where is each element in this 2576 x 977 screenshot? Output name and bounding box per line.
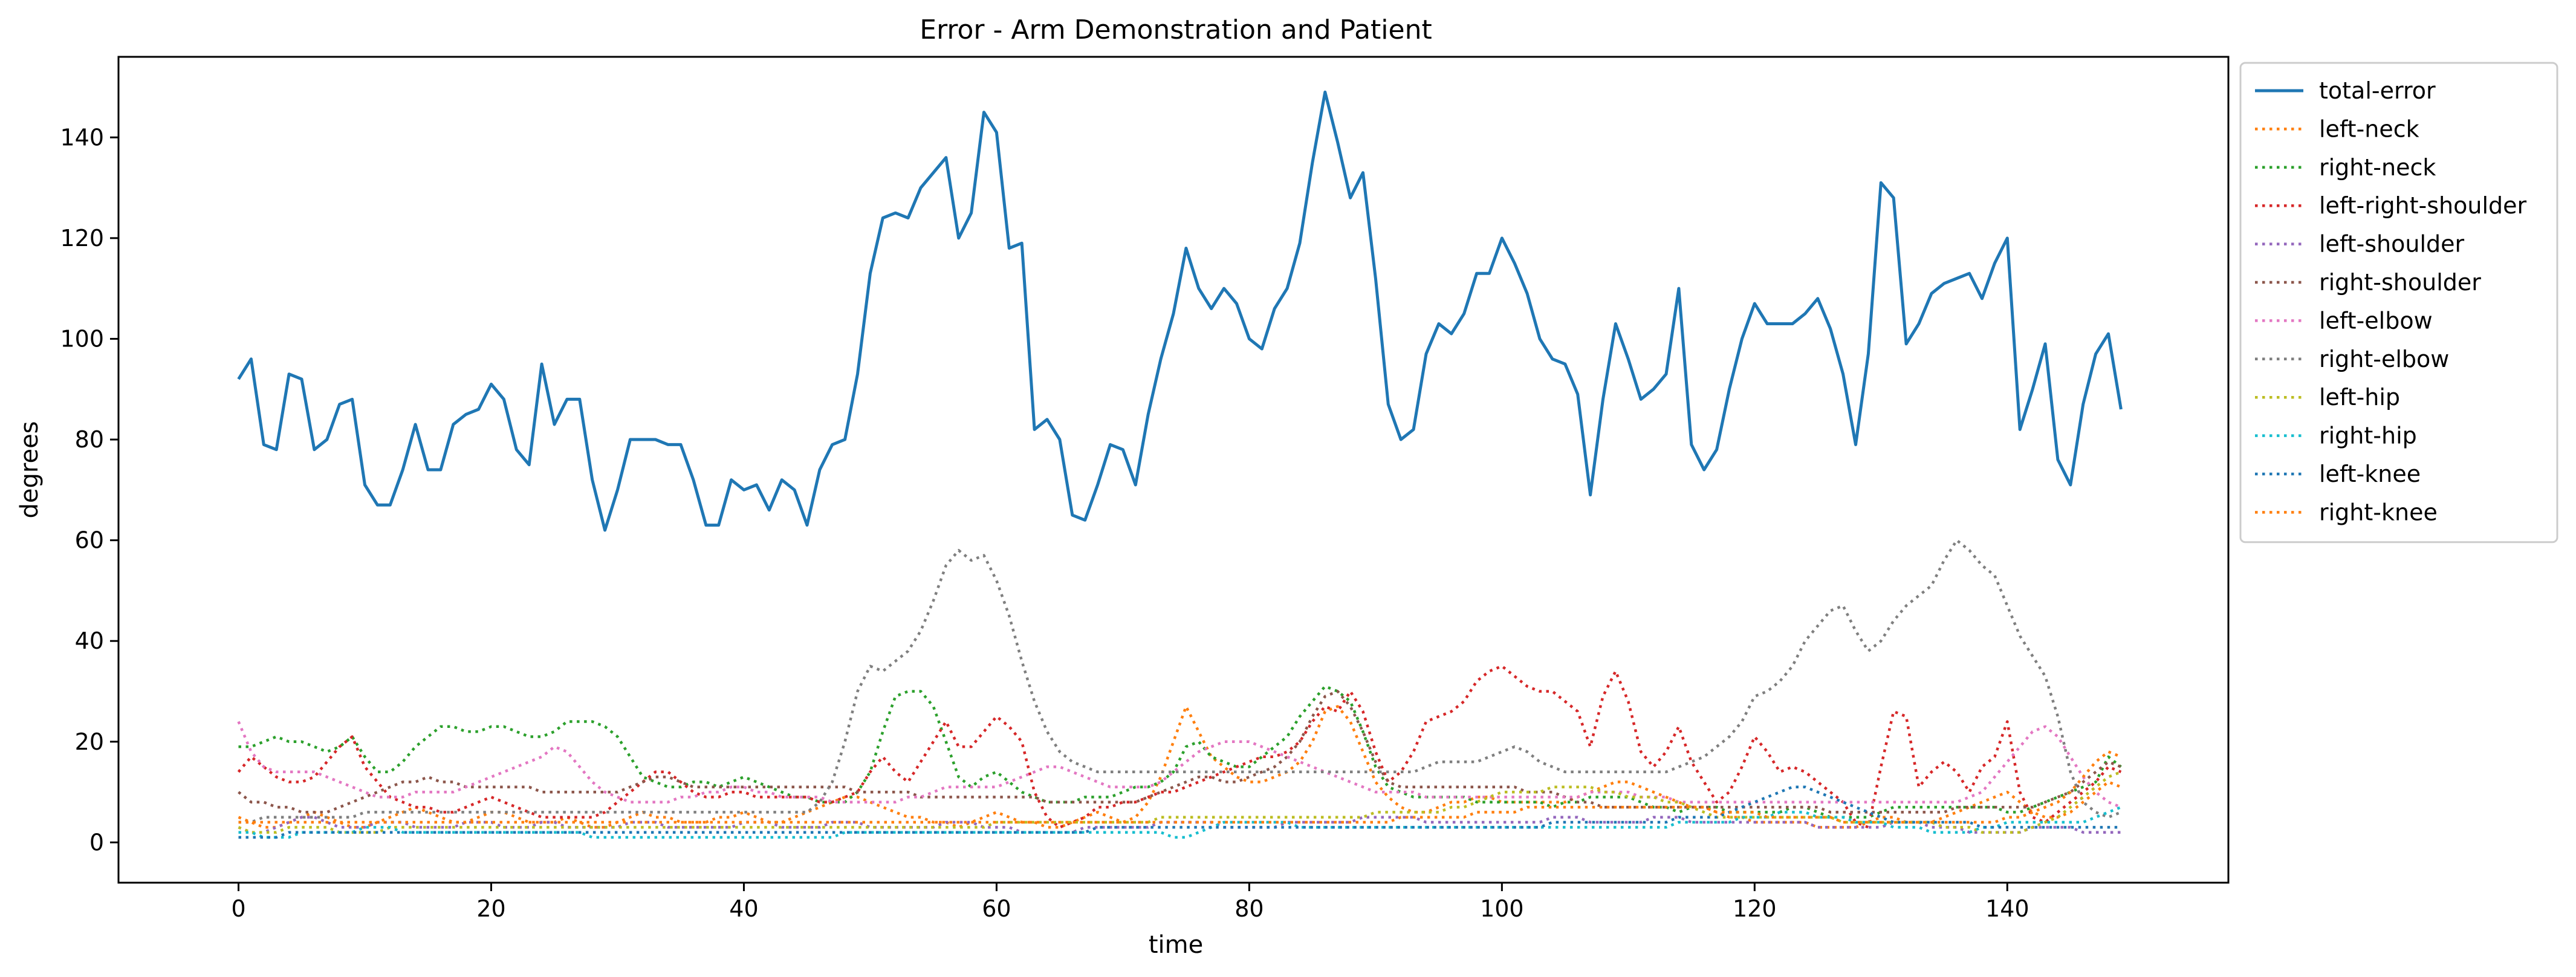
series-line-right-knee <box>238 750 2122 824</box>
y-tick-label: 60 <box>75 527 104 554</box>
legend-box <box>2239 62 2558 544</box>
series-line-right-neck <box>238 684 2122 819</box>
y-tick-label: 20 <box>75 729 104 755</box>
y-tick-label: 0 <box>89 829 104 855</box>
x-tick-label: 120 <box>1733 895 1777 922</box>
x-tick-label: 0 <box>231 895 245 922</box>
x-axis-label: time <box>1149 931 1203 959</box>
series-line-left-neck <box>238 705 2122 829</box>
plot-area <box>237 90 2123 839</box>
legend-label: right-hip <box>2319 423 2417 449</box>
x-tick-label: 80 <box>1234 895 1264 922</box>
x-tick-label: 140 <box>1985 895 2029 922</box>
legend-label: left-hip <box>2319 384 2400 411</box>
y-tick-label: 100 <box>60 325 104 352</box>
x-tick-label: 40 <box>729 895 758 922</box>
plot-frame <box>117 56 2230 884</box>
y-tick-label: 80 <box>75 426 104 453</box>
series-line-right-shoulder <box>238 690 2122 814</box>
legend-label: left-right-shoulder <box>2319 192 2527 219</box>
legend: total-error left-neck right-neck left-right… <box>2239 62 2558 544</box>
x-tick-label: 100 <box>1480 895 1524 922</box>
legend-label: left-knee <box>2319 461 2421 487</box>
chart-title: Error - Arm Demonstration and Patient <box>920 15 1432 45</box>
x-tick-label: 60 <box>982 895 1011 922</box>
legend-label: left-neck <box>2319 115 2419 142</box>
legend-label: right-elbow <box>2319 346 2449 372</box>
legend-label: left-shoulder <box>2319 231 2465 258</box>
x-axis: 0 20 40 60 80 100 120 140 <box>231 883 2029 922</box>
series-line-right-hip <box>238 806 2122 839</box>
series-line-left-elbow <box>237 721 2122 809</box>
x-tick-label: 20 <box>476 895 505 922</box>
legend-label: right-knee <box>2319 499 2438 525</box>
y-tick-label: 40 <box>75 628 104 654</box>
legend-label: total-error <box>2319 77 2436 104</box>
series-line-total-error <box>237 90 2123 532</box>
y-tick-label: 140 <box>60 124 104 151</box>
legend-label: left-elbow <box>2319 307 2433 334</box>
y-axis: 0 20 40 60 80 100 120 140 <box>60 124 118 855</box>
legend-label: right-neck <box>2319 154 2436 181</box>
series-line-left-knee <box>238 785 2121 839</box>
y-tick-label: 120 <box>60 225 104 252</box>
legend-label: right-shoulder <box>2319 269 2481 296</box>
y-axis-label: degrees <box>16 421 44 518</box>
